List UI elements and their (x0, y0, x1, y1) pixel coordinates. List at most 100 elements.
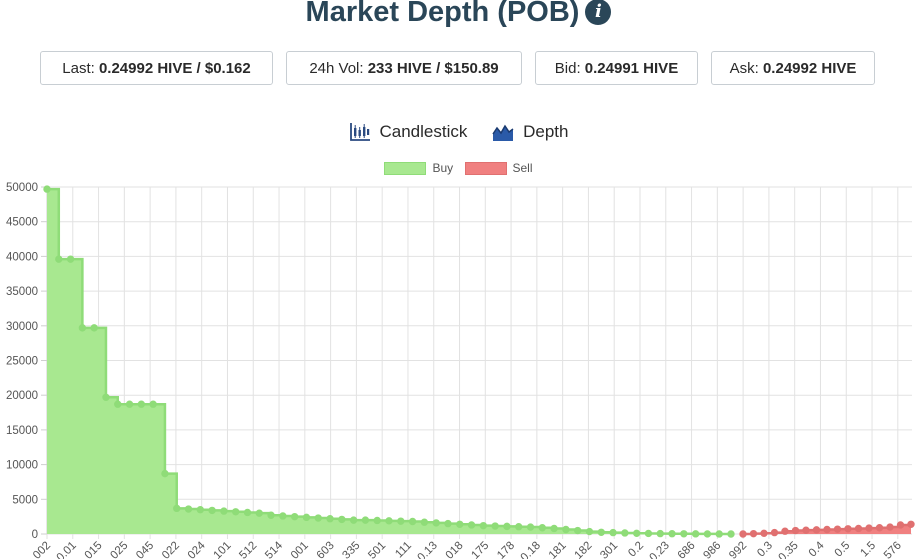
buy-point (102, 393, 110, 401)
buy-point (491, 522, 499, 530)
sell-point (749, 529, 758, 538)
x-tick-label: 514 (263, 539, 285, 559)
depth-chart-icon (492, 124, 514, 141)
tab-candlestick[interactable]: Candlestick (349, 122, 468, 142)
x-tick-label: 603 (315, 540, 337, 559)
buy-point (703, 530, 712, 538)
x-tick-label: 0.35 (776, 540, 800, 559)
y-tick-label: 45000 (6, 217, 38, 229)
x-tick-label: 0.13 (416, 540, 440, 559)
x-tick-label: 175 (469, 540, 491, 559)
buy-point (691, 530, 700, 538)
buy-point (43, 185, 51, 193)
x-tick-label: 335 (340, 540, 362, 559)
buy-point (385, 517, 393, 525)
tab-depth-label: Depth (523, 122, 569, 141)
x-tick-label: 501 (366, 540, 388, 559)
legend-label-sell: Sell (512, 161, 533, 175)
sell-point (833, 525, 842, 533)
buy-point (715, 530, 723, 538)
buy-point (173, 504, 181, 513)
sell-point (812, 526, 821, 534)
y-tick-label: 35000 (6, 286, 38, 298)
buy-point (161, 469, 169, 478)
tab-depth[interactable]: Depth (492, 122, 568, 142)
buy-point (184, 505, 193, 513)
last-price-stat: Last: 0.24992 HIVE / $0.162 (40, 51, 273, 85)
buy-point (467, 521, 476, 529)
y-tick-label: 20000 (6, 390, 38, 402)
sell-point (791, 526, 800, 535)
buy-point (644, 529, 653, 538)
sell-point (844, 525, 852, 533)
x-tick-label: 015 (83, 540, 105, 559)
sell-point (896, 521, 905, 529)
volume-label: 24h Vol: (309, 60, 368, 77)
page-title: Market Depth (POB) i (0, 0, 917, 29)
buy-point (267, 511, 275, 519)
buy-point (503, 522, 511, 531)
legend-swatch-sell (464, 161, 507, 175)
y-tick-label: 0 (32, 529, 38, 541)
y-tick-label: 10000 (6, 460, 38, 472)
x-tick-label: 0.23 (648, 540, 672, 559)
sell-point (802, 526, 810, 534)
buy-point (562, 525, 570, 534)
x-tick-label: 018 (444, 540, 466, 559)
buy-point (397, 517, 405, 525)
buy-point (632, 529, 641, 538)
buy-point (243, 508, 252, 517)
sell-point (760, 529, 768, 538)
sell-point (886, 523, 894, 531)
buy-point (55, 255, 63, 263)
buy-point (373, 516, 381, 525)
y-tick-label: 25000 (6, 356, 38, 368)
buy-point (114, 400, 122, 408)
tab-candlestick-label: Candlestick (379, 122, 468, 141)
bid-value: 0.24991 HIVE (584, 60, 679, 77)
ask-label: Ask: (729, 60, 763, 77)
buy-point (125, 400, 134, 408)
buy-point (220, 507, 228, 515)
y-tick-label: 15000 (6, 425, 38, 437)
buy-point (290, 512, 299, 521)
buy-point (656, 529, 664, 538)
info-circle-icon[interactable]: i (585, 0, 612, 25)
buy-point (597, 528, 605, 536)
legend-item-buy[interactable]: Buy (384, 161, 453, 175)
chart-type-tabs: Candlestick Depth (0, 122, 917, 147)
legend-label-buy: Buy (432, 161, 454, 175)
x-tick-label: 576 (882, 540, 904, 559)
sell-point (823, 525, 831, 534)
page-title-text: Market Depth (POB) (305, 0, 580, 28)
x-tick-label: 101 (212, 540, 234, 559)
buy-point (621, 529, 629, 537)
x-tick-label: 181 (547, 540, 569, 559)
x-tick-label: 045 (134, 540, 156, 559)
y-tick-label: 50000 (6, 182, 38, 194)
x-tick-label: 002 (31, 540, 53, 559)
buy-point (208, 506, 216, 515)
x-tick-label: 0.3 (755, 540, 775, 559)
buy-point (149, 400, 157, 408)
buy-point (338, 515, 346, 524)
buy-point (727, 530, 735, 538)
buy-point (515, 523, 523, 531)
buy-point (444, 519, 452, 528)
legend-item-sell[interactable]: Sell (464, 161, 533, 175)
bid-label: Bid: (554, 60, 585, 77)
chart-legend: Buy Sell (0, 161, 917, 178)
sell-point (770, 528, 779, 537)
y-tick-label: 5000 (12, 494, 38, 506)
x-tick-label: 301 (598, 540, 620, 559)
buy-point (231, 508, 240, 516)
buy-point (479, 521, 488, 530)
x-tick-label: 001 (289, 540, 311, 559)
buy-point (538, 524, 547, 532)
x-tick-label: 992 (727, 540, 749, 559)
sell-point (907, 520, 915, 528)
candlestick-icon (349, 123, 370, 141)
buy-point (314, 514, 322, 522)
buy-point (361, 516, 370, 524)
x-tick-label: 986 (701, 540, 723, 559)
